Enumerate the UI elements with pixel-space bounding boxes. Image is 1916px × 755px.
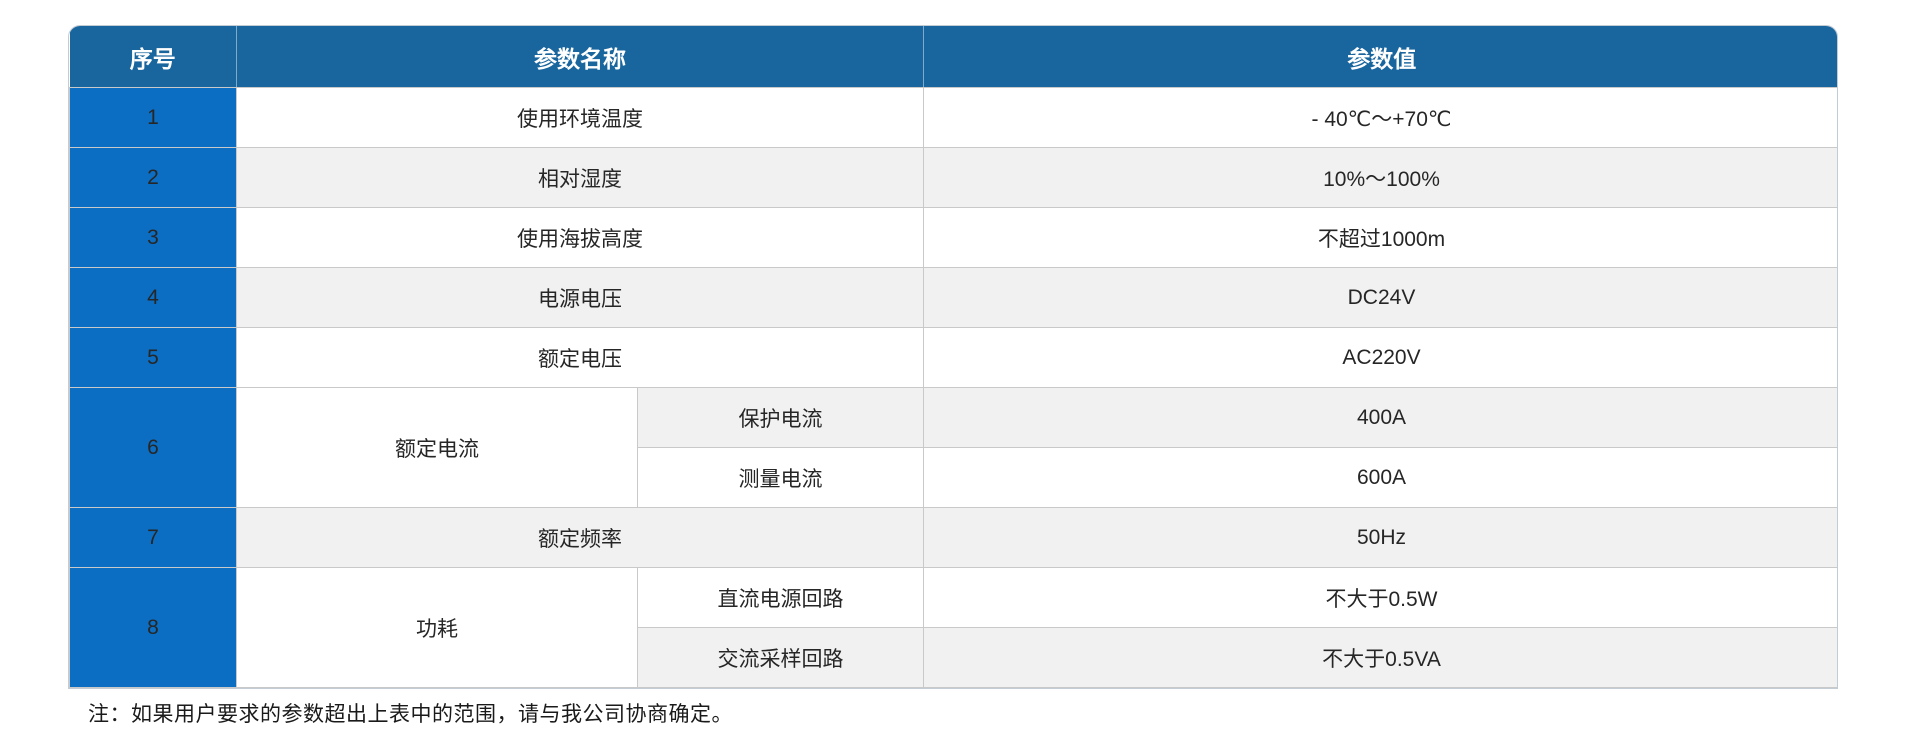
param-value-cell: AC220V <box>923 327 1837 388</box>
param-value-cell: - 40℃～+70℃ <box>923 87 1837 148</box>
header-param-value: 参数值 <box>923 26 1837 88</box>
table-row: 6 额定电流 保护电流 400A <box>69 387 1837 508</box>
param-value-cell: 不大于0.5W <box>923 567 1837 628</box>
table-row: 5 额定电压 AC220V <box>69 327 1837 388</box>
param-subname-cell: 保护电流 <box>637 387 924 448</box>
param-value-cell: 400A <box>923 387 1837 448</box>
serial-cell: 2 <box>69 147 237 208</box>
parameter-table: 序号 参数名称 参数值 1 使用环境温度 - 40℃～+70℃ 2 相对湿度 1… <box>68 25 1838 689</box>
param-name-cell: 使用海拔高度 <box>236 207 924 268</box>
param-name-cell: 功耗 <box>236 567 638 688</box>
param-name-cell: 额定频率 <box>236 507 924 568</box>
serial-cell: 1 <box>69 87 237 148</box>
param-name-cell: 相对湿度 <box>236 147 924 208</box>
param-value-cell: DC24V <box>923 267 1837 328</box>
footnote: 注：如果用户要求的参数超出上表中的范围，请与我公司协商确定。 <box>88 703 733 726</box>
header-row: 序号 参数名称 参数值 <box>69 26 1837 88</box>
table-row: 2 相对湿度 10%～100% <box>69 147 1837 208</box>
param-value-cell: 不超过1000m <box>923 207 1837 268</box>
serial-cell: 8 <box>69 567 237 688</box>
table-row: 4 电源电压 DC24V <box>69 267 1837 328</box>
table-row: 7 额定频率 50Hz <box>69 507 1837 568</box>
param-name-cell: 使用环境温度 <box>236 87 924 148</box>
param-subname-cell: 直流电源回路 <box>637 567 924 628</box>
serial-cell: 6 <box>69 387 237 508</box>
param-subname-cell: 交流采样回路 <box>637 627 924 688</box>
param-value-cell: 600A <box>923 447 1837 508</box>
serial-cell: 3 <box>69 207 237 268</box>
table-header: 序号 参数名称 参数值 <box>69 26 1837 88</box>
header-serial: 序号 <box>69 26 237 88</box>
param-name-cell: 电源电压 <box>236 267 924 328</box>
header-param-name: 参数名称 <box>236 26 924 88</box>
serial-cell: 4 <box>69 267 237 328</box>
parameter-table-grid: 序号 参数名称 参数值 1 使用环境温度 - 40℃～+70℃ 2 相对湿度 1… <box>69 26 1837 688</box>
table-row: 1 使用环境温度 - 40℃～+70℃ <box>69 87 1837 148</box>
serial-cell: 5 <box>69 327 237 388</box>
param-name-cell: 额定电流 <box>236 387 638 508</box>
serial-cell: 7 <box>69 507 237 568</box>
param-value-cell: 不大于0.5VA <box>923 627 1837 688</box>
table-row: 8 功耗 直流电源回路 不大于0.5W <box>69 567 1837 688</box>
param-value-cell: 50Hz <box>923 507 1837 568</box>
table-body: 1 使用环境温度 - 40℃～+70℃ 2 相对湿度 10%～100% 3 使用… <box>69 87 1837 688</box>
table-row: 3 使用海拔高度 不超过1000m <box>69 207 1837 268</box>
param-value-cell: 10%～100% <box>923 147 1837 208</box>
param-subname-cell: 测量电流 <box>637 447 924 508</box>
table-subrow: 交流采样回路 不大于0.5VA <box>70 627 1837 688</box>
param-name-cell: 额定电压 <box>236 327 924 388</box>
